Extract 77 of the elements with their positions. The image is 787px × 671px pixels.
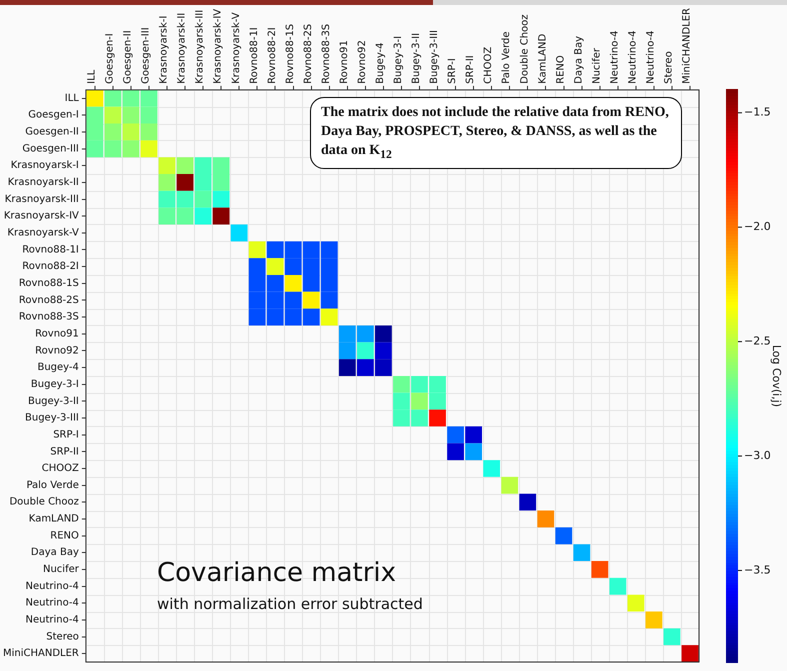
x-tick-label: Krasnoyarsk-I bbox=[158, 16, 170, 84]
x-tick-label: Neutrino-4 bbox=[609, 30, 620, 84]
x-tick-label: Krasnoyarsk-II bbox=[176, 12, 188, 84]
x-tick-label: CHOOZ bbox=[483, 46, 494, 84]
color-bar-label: −2.0 bbox=[744, 220, 771, 234]
x-tick-label: Daya Bay bbox=[573, 36, 584, 84]
x-tick-label: KamLAND bbox=[537, 34, 548, 84]
x-tick-label: RENO bbox=[555, 55, 566, 84]
x-tick-label: MiniCHANDLER bbox=[682, 8, 693, 84]
y-tick-label: Palo Verde bbox=[26, 480, 79, 491]
x-tick-label: Goesgen-II bbox=[122, 30, 134, 84]
y-tick-label: SRP-I bbox=[53, 429, 79, 440]
y-tick-label: KamLAND bbox=[28, 514, 80, 525]
y-tick-label: Rovno88-3S bbox=[18, 312, 79, 323]
y-tick-label: Rovno91 bbox=[35, 328, 79, 340]
y-tick-label: SRP-II bbox=[50, 446, 79, 458]
y-tick-label: Bugey-3-I bbox=[30, 378, 79, 390]
y-tick-label: Stereo bbox=[46, 631, 79, 642]
x-tick-label: Rovno92 bbox=[356, 40, 368, 84]
x-tick-label: Bugey-3-III bbox=[429, 30, 440, 84]
x-tick-label: Rovno88-3S bbox=[320, 24, 332, 84]
x-tick-label: Nucifer bbox=[591, 47, 602, 84]
text: Covariance matrix bbox=[157, 558, 396, 588]
x-tick-label: Rovno88-2I bbox=[266, 27, 278, 84]
y-tick-label: Bugey-4 bbox=[37, 362, 79, 374]
y-tick-label: Rovno88-2I bbox=[22, 261, 79, 272]
y-tick-label: Neutrino-4 bbox=[25, 598, 79, 609]
x-tick-label: SRP-II bbox=[465, 55, 476, 84]
x-tick-label: Bugey-4 bbox=[375, 42, 386, 84]
y-tick-label: Rovno88-2S bbox=[18, 294, 79, 306]
y-tick-label: Daya Bay bbox=[30, 547, 79, 558]
y-tick-label: Rovno92 bbox=[35, 345, 79, 356]
x-tick-label: Goesgen-III bbox=[140, 27, 152, 84]
x-tick-label: Palo Verde bbox=[501, 31, 512, 84]
y-tick-label: Neutrino-4 bbox=[25, 580, 79, 592]
color-bar-label: −2.5 bbox=[744, 334, 771, 348]
y-tick-label: RENO bbox=[50, 530, 80, 542]
text: with normalization error subtracted bbox=[157, 595, 423, 613]
y-tick-label: Krasnoyarsk-I bbox=[10, 160, 79, 172]
x-tick-label: Double Chooz bbox=[519, 14, 530, 84]
color-bar-label: −3.5 bbox=[744, 563, 771, 576]
x-tick-label: Krasnoyarsk-V bbox=[230, 12, 242, 84]
y-tick-label: Goesgen-I bbox=[28, 110, 79, 121]
color-bar-title: Log Cov(i,j) bbox=[770, 344, 784, 408]
y-tick-label: CHOOZ bbox=[42, 463, 80, 474]
color-bar-label: −3.0 bbox=[744, 448, 771, 462]
y-tick-label: Bugey-3-II bbox=[28, 396, 79, 407]
x-tick-label: Rovno91 bbox=[338, 40, 350, 84]
x-tick-label: Krasnoyarsk-IV bbox=[212, 8, 224, 84]
x-tick-label: Neutrino-4 bbox=[627, 30, 638, 84]
y-tick-label: ILL bbox=[64, 92, 80, 104]
y-tick-label: Krasnoyarsk-III bbox=[4, 194, 79, 205]
y-tick-label: Nucifer bbox=[42, 564, 80, 576]
y-tick-label: Rovno88-1I bbox=[22, 244, 79, 256]
y-tick-label: Rovno88-1S bbox=[18, 278, 79, 289]
x-tick-label: Rovno88-2S bbox=[302, 24, 314, 84]
x-tick-label: Rovno88-1I bbox=[248, 27, 260, 84]
y-tick-label: Krasnoyarsk-V bbox=[7, 228, 80, 239]
x-tick-label: Rovno88-1S bbox=[284, 24, 296, 84]
y-tick-label: Neutrino-4 bbox=[25, 614, 79, 626]
x-tick-label: SRP-I bbox=[447, 58, 458, 84]
y-tick-label: Krasnoyarsk-IV bbox=[4, 210, 80, 222]
x-tick-label: Krasnoyarsk-III bbox=[194, 10, 206, 84]
x-tick-label: Bugey-3-II bbox=[411, 32, 422, 84]
y-tick-label: Krasnoyarsk-II bbox=[8, 177, 79, 188]
y-tick-label: Bugey-3-III bbox=[25, 412, 79, 424]
annotation: The matrix does not include the relative data from RENO, Daya Bay, PROSPECT, Stereo, & DANSS, as well as the data on K$_{12}$ bbox=[310, 97, 682, 170]
y-tick-label: Goesgen-II bbox=[25, 126, 79, 138]
y-tick-label: MiniCHANDLER bbox=[2, 648, 79, 660]
x-tick-label: Bugey-3-I bbox=[393, 36, 404, 84]
y-tick-label: Goesgen-III bbox=[22, 143, 79, 154]
color-bar-label: −1.5 bbox=[744, 106, 771, 119]
x-tick-label: ILL bbox=[86, 69, 98, 84]
x-tick-label: Neutrino-4 bbox=[646, 30, 657, 84]
x-tick-label: Stereo bbox=[664, 51, 675, 84]
x-tick-label: Goesgen-I bbox=[104, 33, 116, 84]
y-tick-label: Double Chooz bbox=[9, 496, 79, 508]
